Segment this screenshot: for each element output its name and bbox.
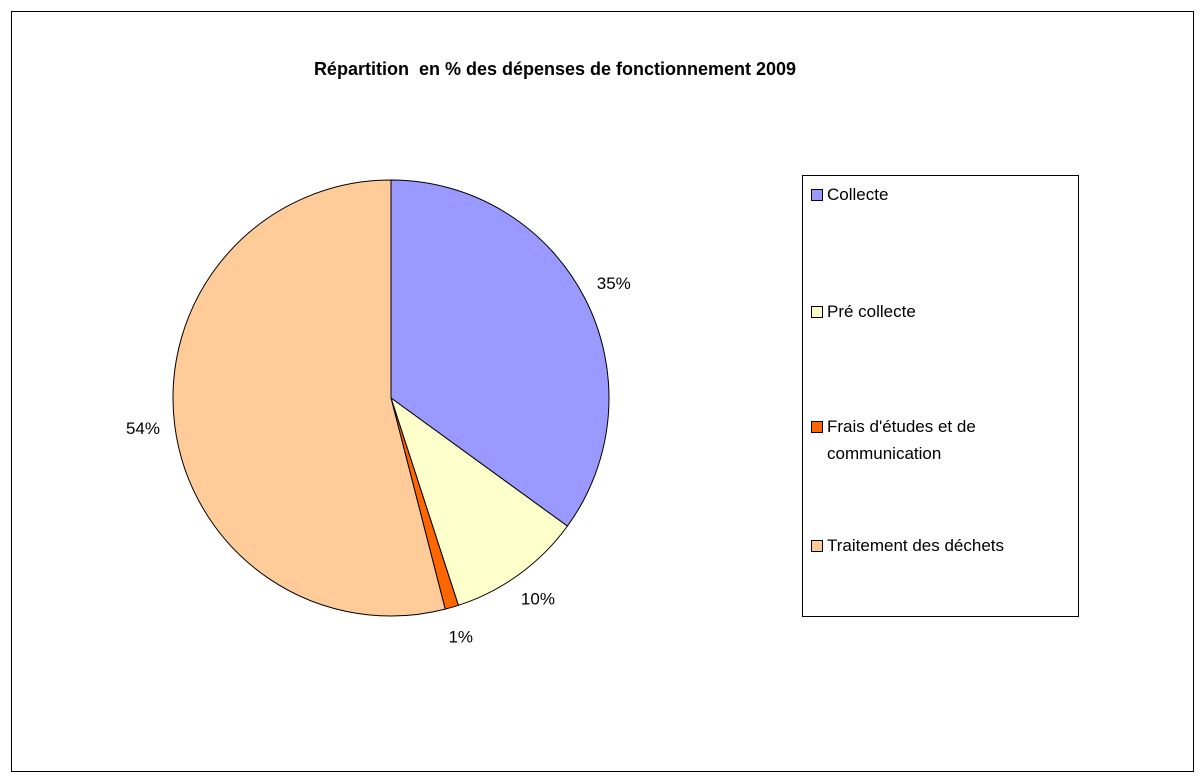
legend-label: Pré collecte xyxy=(827,302,916,321)
legend-label: Traitement des déchets xyxy=(827,536,1005,555)
legend-item: Traitement des déchets xyxy=(811,532,1073,559)
legend-label: Collecte xyxy=(827,185,889,204)
legend: Collecte Pré collecte Frais d'études et de… xyxy=(802,175,1079,617)
data-label: 35% xyxy=(597,274,631,293)
pie-slice xyxy=(172,179,446,617)
legend-label: Frais d'études et de communication xyxy=(827,417,976,463)
legend-item: Pré collecte xyxy=(811,298,1073,325)
legend-item: Collecte xyxy=(811,181,1073,208)
data-label: 10% xyxy=(521,590,555,609)
data-label: 54% xyxy=(126,419,160,438)
legend-swatch xyxy=(811,189,823,201)
legend-swatch xyxy=(811,306,823,318)
pie-slice xyxy=(390,396,569,606)
data-label: 1% xyxy=(448,628,473,647)
legend-item: Frais d'études et de communication xyxy=(811,413,1073,467)
chart-title: Répartition en % des dépenses de fonctio… xyxy=(314,59,796,79)
legend-swatch xyxy=(811,421,823,433)
legend-swatch xyxy=(811,540,823,552)
pie-slice xyxy=(390,179,610,527)
